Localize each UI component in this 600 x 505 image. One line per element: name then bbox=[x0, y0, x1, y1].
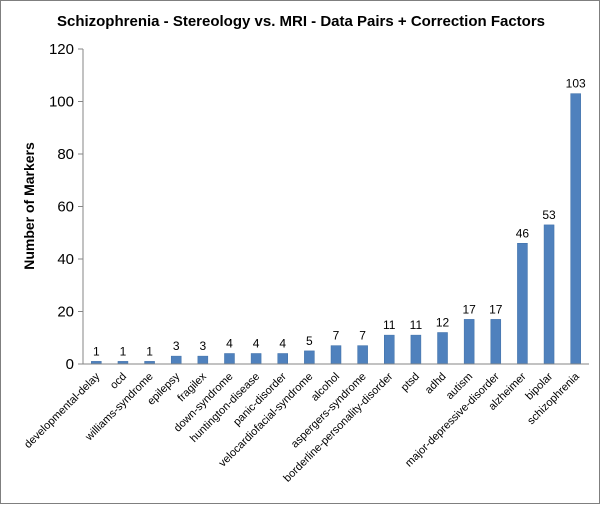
y-axis-label: Number of Markers bbox=[21, 142, 37, 270]
y-axis-ticks: 0 20 40 60 80 100 120 bbox=[49, 41, 83, 373]
y-tick-label: 40 bbox=[57, 251, 74, 268]
bar-adhd bbox=[437, 332, 448, 365]
x-tick-label-ptsd: ptsd bbox=[399, 371, 422, 394]
x-axis-tick-labels: developmental-delay ocdwilliams-syndromee… bbox=[22, 370, 582, 485]
data-label-williams-syndrome: 1 bbox=[146, 344, 153, 358]
data-label-aspergers-syndrome: 7 bbox=[359, 329, 366, 343]
data-label-major-depressive-disorder: 17 bbox=[489, 302, 503, 316]
data-label-epilepsy: 3 bbox=[173, 339, 180, 353]
data-label-alzheimer: 46 bbox=[516, 226, 530, 240]
data-label-huntington-disease: 4 bbox=[253, 337, 260, 351]
data-label-autism: 17 bbox=[462, 302, 476, 316]
y-tick-label: 20 bbox=[57, 304, 74, 321]
y-tick-label: 0 bbox=[66, 356, 74, 373]
bar-down-syndrome bbox=[224, 353, 235, 365]
y-tick-label: 80 bbox=[57, 146, 74, 163]
data-label-panic-disorder: 4 bbox=[279, 337, 286, 351]
bar-ptsd bbox=[410, 334, 422, 365]
bar-alcohol bbox=[330, 345, 342, 365]
bar-major-depressive-disorder bbox=[490, 319, 502, 365]
bar-panic-disorder bbox=[277, 353, 288, 365]
data-label-adhd: 12 bbox=[436, 316, 450, 330]
data-label-schizophrenia: 103 bbox=[566, 77, 586, 91]
data-label-fragilex: 3 bbox=[199, 339, 206, 353]
chart-title: Schizophrenia - Stereology vs. MRI - Dat… bbox=[57, 13, 545, 30]
bars bbox=[91, 93, 581, 365]
bar-epilepsy bbox=[170, 355, 182, 365]
bar-fragilex bbox=[197, 355, 209, 365]
bar-alzheimer bbox=[517, 243, 528, 365]
data-label-ocd: 1 bbox=[120, 344, 127, 358]
bar-autism bbox=[463, 319, 475, 365]
data-label-borderline-personality-disorder: 11 bbox=[383, 318, 396, 332]
bar-schizophrenia bbox=[570, 93, 581, 365]
bar-borderline-personality-disorder bbox=[384, 334, 395, 365]
bar-bipolar bbox=[543, 224, 555, 365]
data-label-down-syndrome: 4 bbox=[226, 337, 233, 351]
data-label-alcohol: 7 bbox=[333, 329, 340, 343]
bar-aspergers-syndrome bbox=[357, 345, 368, 365]
data-label-developmental-delay: 1 bbox=[93, 344, 100, 358]
data-label-ptsd: 11 bbox=[410, 318, 423, 332]
y-tick-label: 100 bbox=[49, 94, 74, 111]
y-tick-label: 120 bbox=[49, 41, 74, 58]
data-label-velocardiofacial-syndrome: 5 bbox=[306, 334, 313, 348]
bar-velocardiofacial-syndrome bbox=[304, 350, 315, 365]
x-tick-label-ocd: ocd bbox=[108, 371, 129, 392]
bar-huntington-disease bbox=[250, 353, 262, 365]
y-tick-label: 60 bbox=[57, 199, 74, 216]
data-label-bipolar: 53 bbox=[542, 208, 556, 222]
